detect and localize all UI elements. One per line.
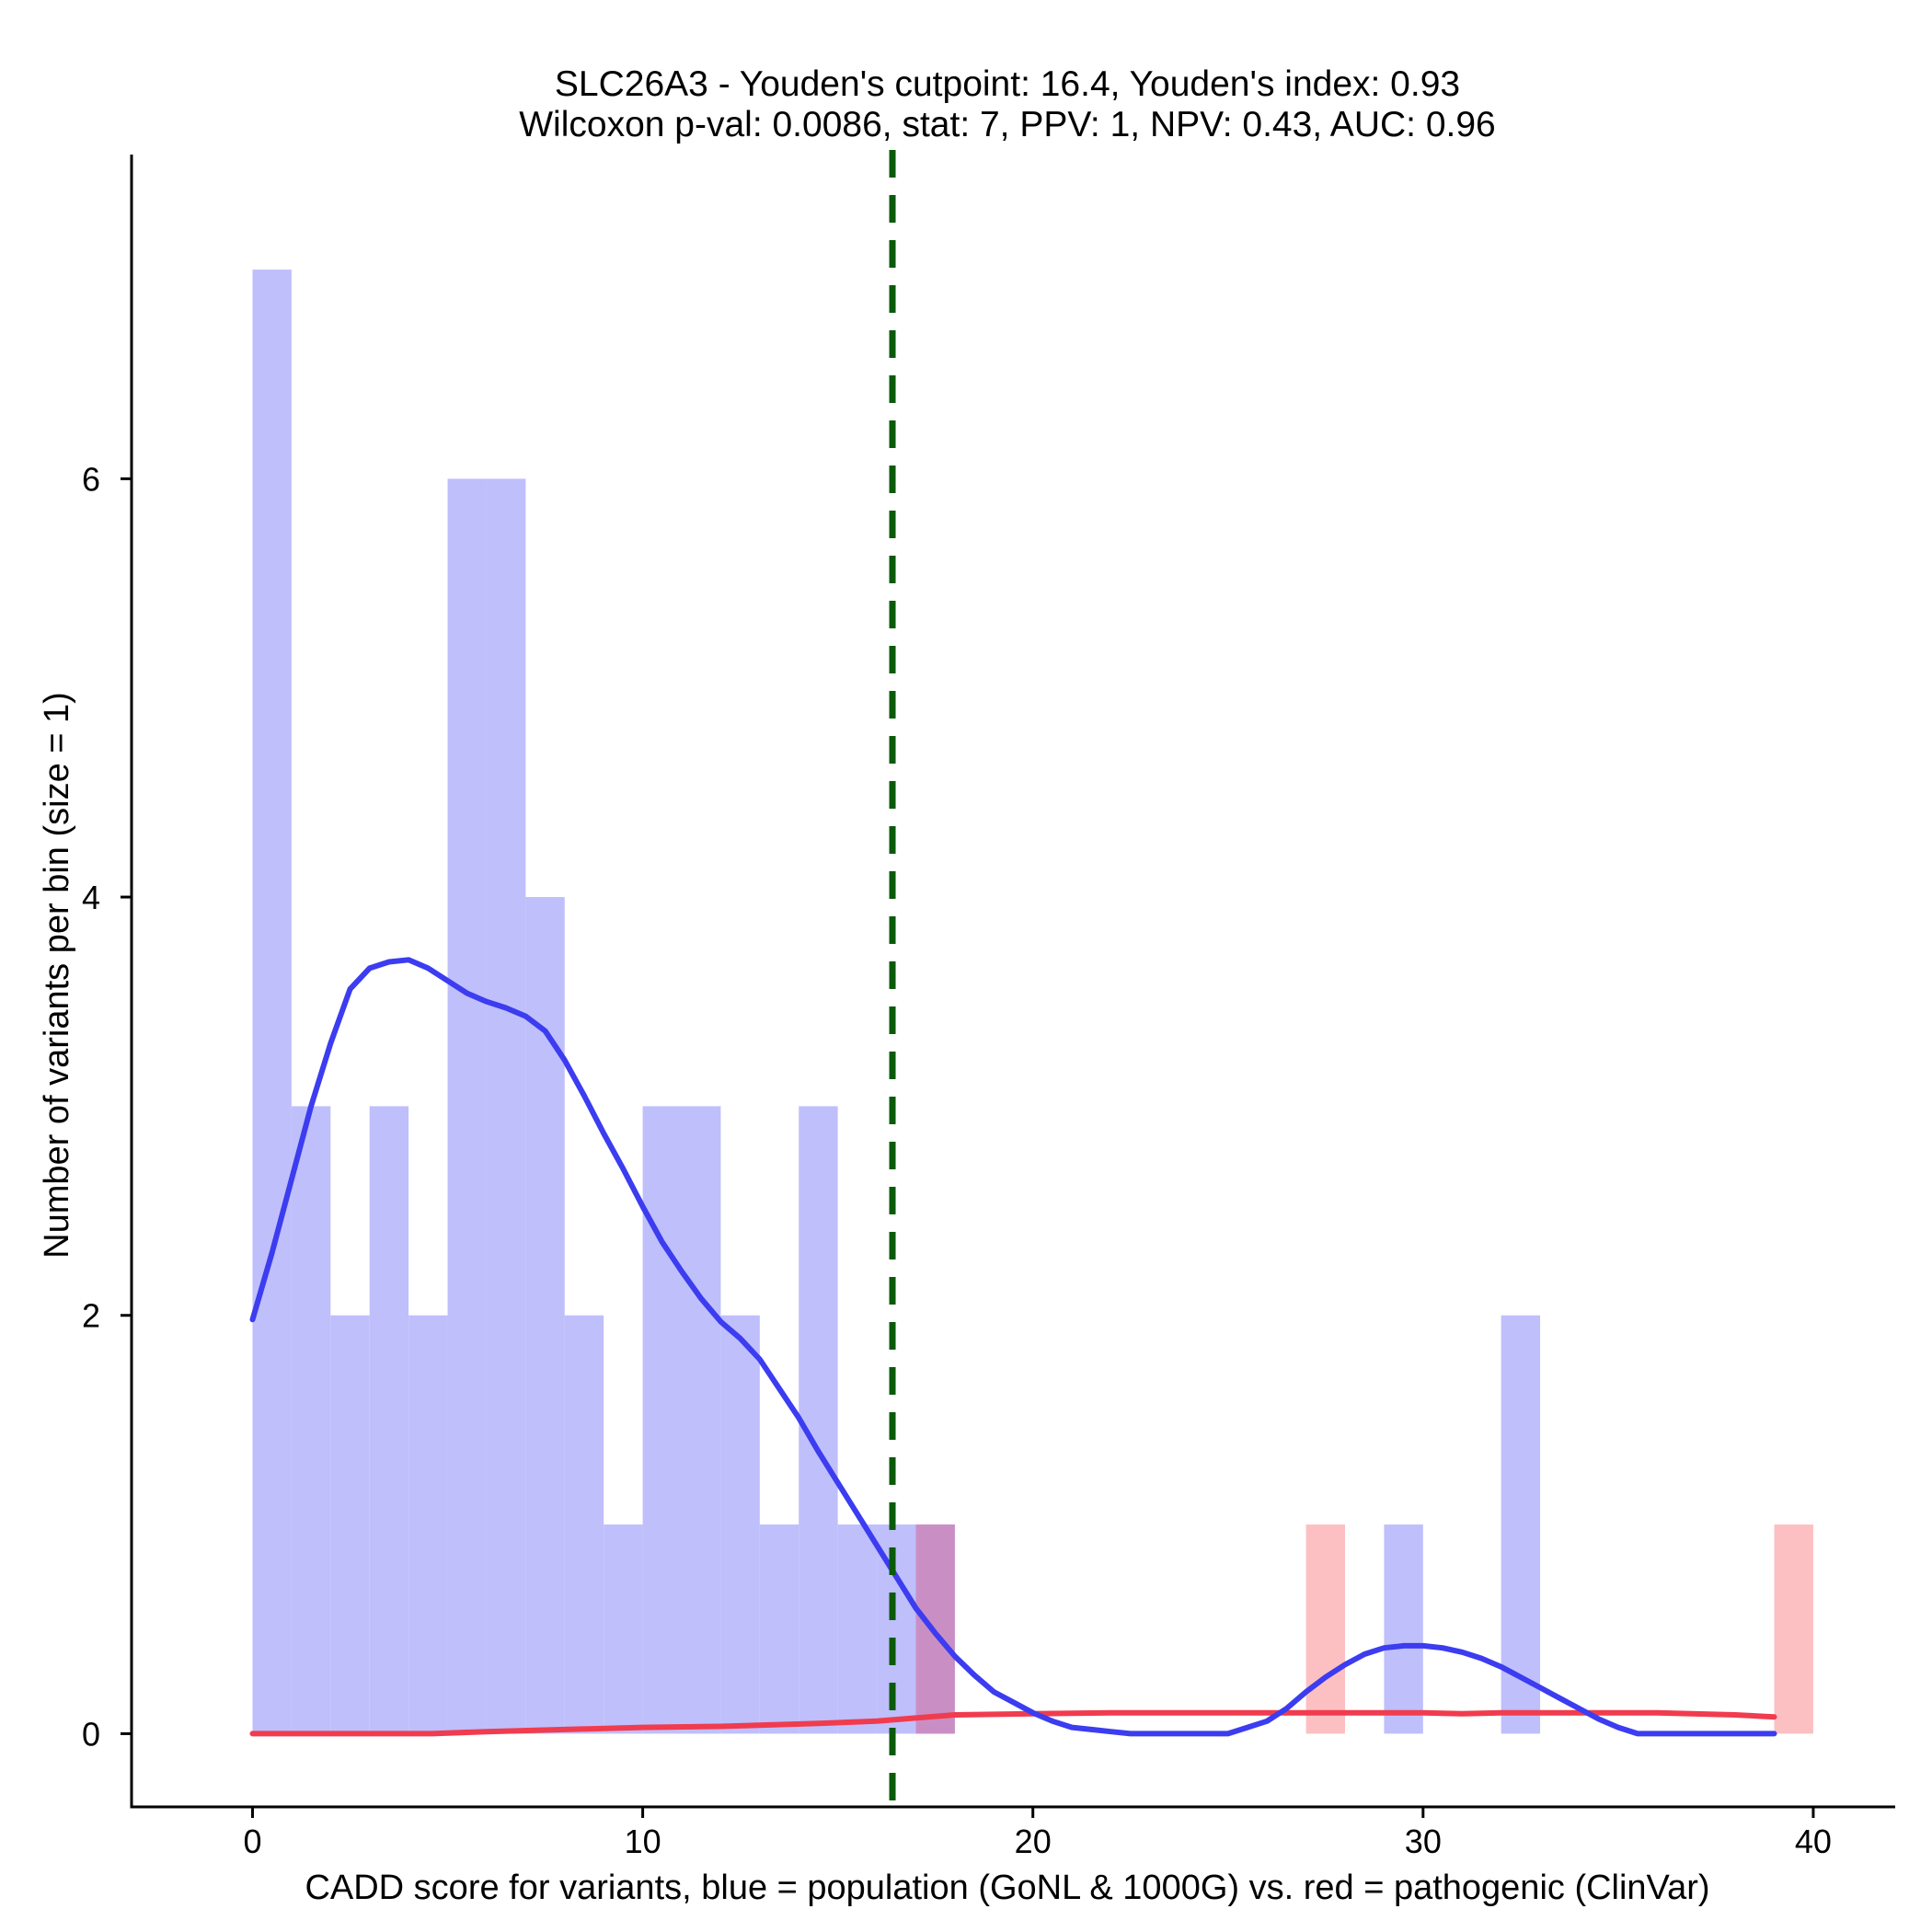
population-bar <box>682 1106 721 1734</box>
population-density-line <box>249 957 1777 1737</box>
x-tick-label: 20 <box>1015 1823 1052 1860</box>
population-bar <box>642 1106 683 1734</box>
population-bar <box>252 270 292 1734</box>
x-tick-label: 40 <box>1795 1823 1832 1860</box>
x-tick-label: 0 <box>243 1823 261 1860</box>
population-bar <box>330 1315 370 1734</box>
y-tick-label: 0 <box>82 1715 100 1753</box>
density-curves <box>249 957 1777 1737</box>
x-tick-label: 10 <box>625 1823 661 1860</box>
y-axis-label: Number of variants per bin (size = 1) <box>38 692 76 1259</box>
population-bar <box>486 478 526 1734</box>
x-axis-label: CADD score for variants, blue = populati… <box>305 1869 1709 1907</box>
population-bar <box>720 1315 760 1734</box>
population-bar <box>1384 1524 1423 1734</box>
population-bar <box>1501 1315 1541 1734</box>
population-bar <box>447 478 487 1734</box>
population-bar <box>369 1106 409 1734</box>
population-bars <box>252 270 1541 1734</box>
population-bar <box>799 1106 838 1734</box>
pathogenic-density-line <box>249 1709 1777 1737</box>
population-bar <box>564 1315 604 1734</box>
population-bar <box>837 1524 878 1734</box>
x-tick-label: 30 <box>1405 1823 1442 1860</box>
chart-title-line-2: Wilcoxon p-val: 0.0086, stat: 7, PPV: 1,… <box>519 105 1495 144</box>
chart-title-line-1: SLC26A3 - Youden's cutpoint: 16.4, Youde… <box>555 64 1460 104</box>
population-bar <box>291 1106 331 1734</box>
population-bar <box>525 897 565 1734</box>
y-tick-label: 4 <box>82 879 100 916</box>
pathogenic-bar <box>1774 1524 1813 1734</box>
pathogenic-bar <box>1305 1524 1345 1734</box>
y-tick-label: 6 <box>82 460 100 498</box>
pathogenic-bars <box>915 1524 1813 1734</box>
population-bar <box>759 1524 799 1734</box>
axes: 0 10 20 30 40 0 2 4 6 <box>82 155 1895 1860</box>
population-bar <box>408 1315 448 1734</box>
y-tick-label: 2 <box>82 1297 100 1335</box>
population-bar <box>604 1524 643 1734</box>
